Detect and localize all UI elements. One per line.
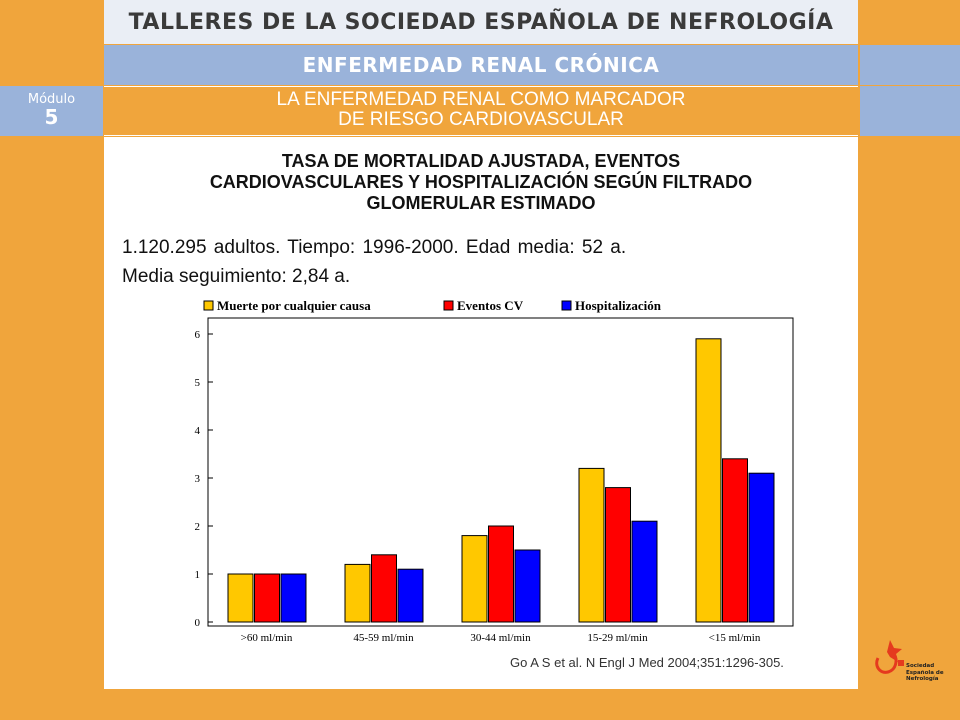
y-axis: 0 1 2 3 4 5 6 <box>195 329 213 629</box>
band-decoration-right-2 <box>860 86 960 136</box>
y-tick-label: 4 <box>195 425 201 437</box>
subheader-band: ENFERMEDAD RENAL CRÓNICA <box>104 45 858 85</box>
module-label: Módulo <box>27 92 76 107</box>
bar <box>371 554 397 623</box>
slide-title-line3: GLOMERULAR ESTIMADO <box>366 193 596 213</box>
slide-title-line1: TASA DE MORTALIDAD AJUSTADA, EVENTOS <box>281 151 681 171</box>
y-tick-label: 3 <box>195 473 201 485</box>
bar <box>461 535 488 623</box>
band-decoration-right <box>860 45 960 85</box>
module-number: 5 <box>44 105 59 129</box>
legend-swatch <box>443 300 454 311</box>
bar <box>397 568 424 623</box>
bar <box>578 467 605 623</box>
bar <box>695 338 722 623</box>
bar <box>605 487 631 623</box>
y-tick-label: 2 <box>195 521 201 533</box>
logo-text-line1: Sociedad <box>906 663 935 669</box>
logo-text-line3: Nefrología <box>906 676 939 682</box>
x-tick-label: 15-29 ml/min <box>587 632 648 644</box>
x-tick-label: 45-59 ml/min <box>353 632 414 644</box>
bar <box>344 563 371 623</box>
y-tick-label: 1 <box>195 569 201 581</box>
study-followup: Media seguimiento: 2,84 a. <box>122 266 351 287</box>
society-logo-text: Sociedad Española de Nefrología <box>906 663 944 683</box>
legend-label: Hospitalización <box>575 298 662 313</box>
bar <box>280 573 307 623</box>
section-title-line2: DE RIESGO CARDIOVASCULAR <box>338 109 624 130</box>
bar <box>631 520 658 623</box>
y-tick-label: 0 <box>195 617 201 629</box>
x-tick-label: >60 ml/min <box>241 632 293 644</box>
bars <box>227 338 775 623</box>
bar <box>514 549 541 623</box>
module-tab <box>0 86 103 136</box>
legend-label: Eventos CV <box>457 298 524 313</box>
x-axis: >60 ml/min 45-59 ml/min 30-44 ml/min 15-29 … <box>241 632 761 644</box>
x-tick-label: <15 ml/min <box>709 632 761 644</box>
slide-title-line2: CARDIOVASCULARES Y HOSPITALIZACIÓN SEGÚN… <box>209 172 753 192</box>
bar <box>488 525 514 623</box>
y-tick-label: 6 <box>195 329 201 341</box>
y-tick-label: 5 <box>195 377 201 389</box>
legend-label: Muerte por cualquier causa <box>217 298 371 313</box>
study-description: 1.120.295 adultos. Tiempo: 1996-2000. Ed… <box>122 237 627 258</box>
citation: Go A S et al. N Engl J Med 2004;351:1296… <box>510 655 784 670</box>
section-title-line1: LA ENFERMEDAD RENAL COMO MARCADOR <box>276 89 686 110</box>
chart-legend: Muerte por cualquier causa Eventos CV Hosp… <box>203 298 662 313</box>
society-logo-icon <box>875 640 904 674</box>
x-tick-label: 30-44 ml/min <box>470 632 531 644</box>
bar <box>254 573 280 623</box>
main-header: TALLERES DE LA SOCIEDAD ESPAÑOLA DE NEFR… <box>104 0 858 44</box>
bar <box>722 458 748 623</box>
header-subtitle: ENFERMEDAD RENAL CRÓNICA <box>302 53 660 77</box>
slide-title: TASA DE MORTALIDAD AJUSTADA, EVENTOS CAR… <box>110 151 852 214</box>
bar <box>748 472 775 623</box>
logo-text-line2: Española de <box>906 669 944 676</box>
legend-swatch <box>203 300 214 311</box>
legend-swatch <box>561 300 572 311</box>
header-title: TALLERES DE LA SOCIEDAD ESPAÑOLA DE NEFR… <box>128 9 834 35</box>
section-title: LA ENFERMEDAD RENAL COMO MARCADOR DE RIE… <box>104 86 858 136</box>
bar <box>227 573 254 623</box>
bar-chart: Muerte por cualquier causa Eventos CV Hosp… <box>195 298 794 644</box>
